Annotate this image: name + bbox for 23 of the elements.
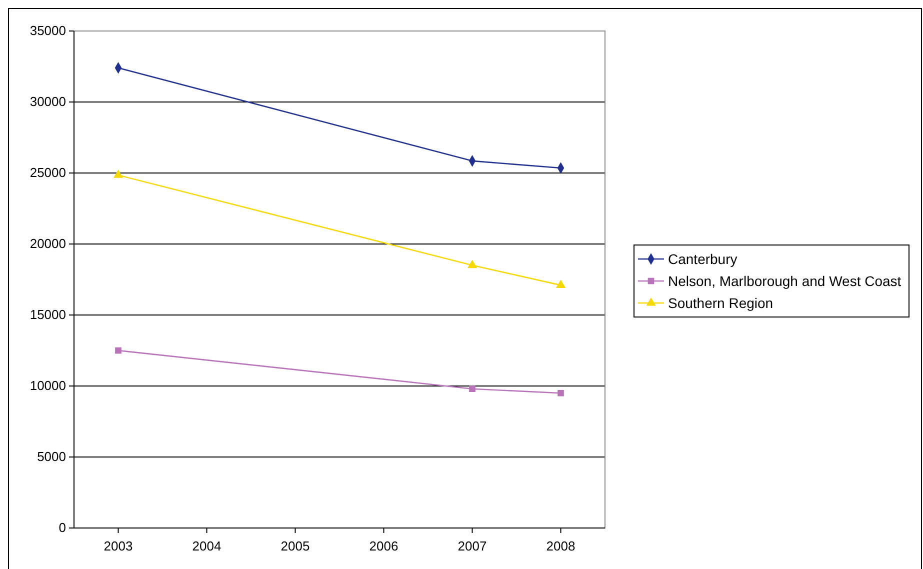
y-tick-label: 20000: [30, 236, 66, 252]
legend-label: Southern Region: [668, 295, 774, 311]
y-tick-label: 30000: [30, 94, 66, 110]
y-tick-label: 15000: [30, 307, 66, 322]
x-tick-label: 2006: [369, 538, 398, 554]
point: [115, 347, 122, 354]
y-tick-label: 35000: [30, 23, 66, 38]
x-tick-label: 2008: [546, 538, 576, 554]
x-tick-label: 2003: [104, 538, 133, 554]
x-tick-label: 2004: [192, 538, 222, 554]
y-tick-label: 25000: [30, 165, 66, 180]
point: [467, 260, 478, 268]
x-tick-label: 2005: [280, 538, 310, 554]
legend-label: Canterbury: [668, 251, 738, 267]
y-tick-label: 0: [58, 520, 66, 536]
point: [113, 170, 124, 178]
y-tick-label: 5000: [37, 449, 66, 464]
y-tick-label: 10000: [30, 378, 66, 394]
legend-label: Nelson, Marlborough and West Coast: [668, 273, 902, 289]
point: [469, 386, 476, 392]
point: [558, 390, 564, 396]
point: [556, 280, 566, 288]
x-tick-label: 2007: [458, 538, 487, 554]
